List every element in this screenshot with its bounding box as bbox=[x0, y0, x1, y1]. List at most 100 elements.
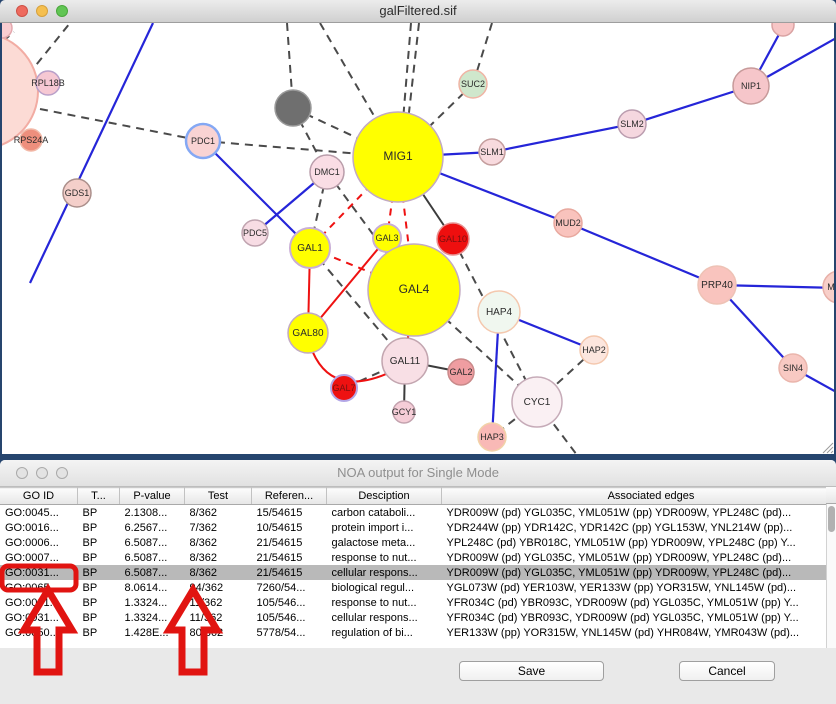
node-SLM1[interactable]: SLM1 bbox=[478, 138, 506, 166]
graph-window-titlebar[interactable]: galFiltered.sif bbox=[0, 0, 836, 23]
node-SLM2[interactable]: SLM2 bbox=[617, 109, 647, 139]
cell-go_id[interactable]: GO:0031... bbox=[0, 565, 78, 580]
column-header-description[interactable]: Desciption bbox=[326, 487, 442, 505]
table-vertical-scrollbar[interactable] bbox=[826, 504, 836, 648]
table-row[interactable]: GO:0006... BP 6.5087... 8/362 21/54615 galact… bbox=[0, 535, 836, 550]
node-RPS24A[interactable]: RPS24A bbox=[14, 128, 49, 152]
table-row[interactable]: GO:0031... BP 1.3324... 11/362 105/546... res… bbox=[0, 595, 836, 610]
cell-go_id[interactable]: GO:0045... bbox=[5, 506, 59, 519]
zoom-button[interactable] bbox=[56, 5, 68, 17]
network-canvas[interactable]: RPL18B RPS24A GDS1 PDC1 MIG1 SUC2 SLM1 SLM2 NIP1… bbox=[2, 23, 834, 454]
column-header-go_id[interactable]: GO ID bbox=[0, 487, 78, 505]
cell-reference[interactable]: 21/54615 bbox=[256, 551, 303, 564]
cell-associated_edges[interactable]: YDR244W (pp) YDR142C, YDR142C (pp) YGL15… bbox=[446, 521, 793, 534]
cell-reference[interactable]: 105/546... bbox=[256, 596, 306, 609]
network-canvas-area[interactable]: RPL18B RPS24A GDS1 PDC1 MIG1 SUC2 SLM1 SLM2 NIP1… bbox=[2, 23, 834, 454]
cell-reference[interactable]: 10/54615 bbox=[256, 521, 303, 534]
close-button[interactable] bbox=[16, 5, 28, 17]
cell-reference[interactable]: 21/54615 bbox=[256, 536, 303, 549]
node-PRP40[interactable]: PRP40 bbox=[697, 265, 737, 305]
cell-type[interactable]: BP bbox=[82, 581, 98, 594]
node-HAP3[interactable]: HAP3 bbox=[477, 422, 507, 452]
node-GAL11[interactable]: GAL11 bbox=[381, 337, 429, 385]
node-CYC1[interactable]: CYC1 bbox=[511, 376, 563, 428]
cell-test[interactable]: 7/362 bbox=[189, 521, 218, 534]
node-MSL1[interactable]: MSL1 bbox=[822, 271, 834, 303]
cell-go_id[interactable]: GO:0007... bbox=[5, 551, 59, 564]
cell-reference[interactable]: 15/54615 bbox=[256, 506, 303, 519]
table-row[interactable]: GO:0007... BP 6.5087... 8/362 21/54615 respon… bbox=[0, 550, 836, 565]
cell-test[interactable]: 8/362 bbox=[184, 565, 252, 580]
node-PDC5[interactable]: PDC5 bbox=[241, 219, 269, 247]
node-GAL1[interactable]: GAL1 bbox=[289, 227, 331, 269]
node-SUC2[interactable]: SUC2 bbox=[458, 69, 488, 99]
scrollbar-thumb[interactable] bbox=[828, 506, 835, 532]
cell-description[interactable]: galactose meta... bbox=[331, 536, 416, 549]
cell-reference[interactable]: 105/546... bbox=[256, 611, 306, 624]
cell-type[interactable]: BP bbox=[82, 551, 98, 564]
node-GDS1[interactable]: GDS1 bbox=[62, 178, 92, 208]
cell-go_id[interactable]: GO:0065... bbox=[5, 581, 59, 594]
table-row[interactable]: GO:0031... BP 1.3324... 11/362 105/546... cel… bbox=[0, 610, 836, 625]
cell-type[interactable]: BP bbox=[82, 536, 98, 549]
cell-test[interactable]: 94/362 bbox=[189, 581, 224, 594]
node-RPL18B[interactable]: RPL18B bbox=[31, 70, 65, 96]
cell-p_value[interactable]: 2.1308... bbox=[124, 506, 168, 519]
cell-go_id[interactable]: GO:0031... bbox=[5, 611, 59, 624]
cell-associated_edges[interactable]: YFR034C (pd) YBR093C, YDR009W (pd) YGL03… bbox=[446, 596, 799, 609]
table-row[interactable]: GO:0065... BP 8.0614... 94/362 7260/54... bio… bbox=[0, 580, 836, 595]
cell-type[interactable]: BP bbox=[82, 611, 98, 624]
cell-go_id[interactable]: GO:0050... bbox=[5, 626, 59, 639]
cell-reference[interactable]: 7260/54... bbox=[256, 581, 306, 594]
node-corner-tl[interactable] bbox=[2, 23, 13, 39]
zoom-button[interactable] bbox=[56, 467, 68, 479]
cell-p_value[interactable]: 6.5087... bbox=[119, 565, 185, 580]
minimize-button[interactable] bbox=[36, 5, 48, 17]
cell-test[interactable]: 11/362 bbox=[189, 596, 223, 609]
node-GAL2[interactable]: GAL2 bbox=[447, 358, 475, 386]
cell-associated_edges[interactable]: YDR009W (pd) YGL035C, YML051W (pp) YDR00… bbox=[441, 565, 836, 580]
cell-test[interactable]: 11/362 bbox=[189, 611, 223, 624]
cell-associated_edges[interactable]: YDR009W (pd) YGL035C, YML051W (pp) YDR00… bbox=[446, 506, 792, 519]
table-row[interactable]: GO:0016... BP 6.2567... 7/362 10/54615 protei… bbox=[0, 520, 836, 535]
column-header-associated_edges[interactable]: Associated edges bbox=[441, 487, 836, 505]
node-PDC1[interactable]: PDC1 bbox=[184, 122, 222, 160]
node-GAL80[interactable]: GAL80 bbox=[287, 312, 329, 354]
cell-associated_edges[interactable]: YER133W (pp) YOR315W, YNL145W (pd) YHR08… bbox=[446, 626, 800, 639]
cell-test[interactable]: 80/362 bbox=[189, 626, 224, 639]
node-GAL4[interactable]: GAL4 bbox=[367, 243, 461, 337]
cell-p_value[interactable]: 1.3324... bbox=[124, 596, 168, 609]
node-dark-node[interactable] bbox=[274, 89, 312, 127]
cell-type[interactable]: BP bbox=[82, 521, 98, 534]
node-HAP4[interactable]: HAP4 bbox=[477, 290, 521, 334]
cell-associated_edges[interactable]: YDR009W (pd) YGL035C, YML051W (pp) YDR00… bbox=[446, 551, 792, 564]
close-button[interactable] bbox=[16, 467, 28, 479]
node-MUD2[interactable]: MUD2 bbox=[553, 208, 583, 238]
cell-type[interactable]: BP bbox=[82, 626, 98, 639]
node-DMC1[interactable]: DMC1 bbox=[309, 154, 345, 190]
node-NIP1[interactable]: NIP1 bbox=[732, 67, 770, 105]
column-header-type[interactable]: T... bbox=[77, 487, 120, 505]
cell-description[interactable]: response to nut... bbox=[331, 596, 417, 609]
column-header-test[interactable]: Test bbox=[184, 487, 252, 505]
node-GCY1[interactable]: GCY1 bbox=[392, 400, 417, 424]
resize-grip-icon[interactable] bbox=[820, 440, 834, 454]
cell-description[interactable]: response to nut... bbox=[331, 551, 417, 564]
cell-p_value[interactable]: 1.428E... bbox=[124, 626, 169, 639]
cell-p_value[interactable]: 6.2567... bbox=[124, 521, 168, 534]
cell-description[interactable]: cellular respons... bbox=[326, 565, 442, 580]
column-header-p_value[interactable]: P-value bbox=[119, 487, 185, 505]
cell-test[interactable]: 8/362 bbox=[189, 506, 218, 519]
cell-go_id[interactable]: GO:0016... bbox=[5, 521, 59, 534]
minimize-button[interactable] bbox=[36, 467, 48, 479]
column-header-reference[interactable]: Referen... bbox=[251, 487, 327, 505]
save-button[interactable]: Save bbox=[459, 661, 604, 681]
cell-description[interactable]: biological regul... bbox=[331, 581, 415, 594]
table-row[interactable]: GO:0031... BP 6.5087... 8/362 21/54615 cellul… bbox=[0, 565, 836, 580]
cell-associated_edges[interactable]: YPL248C (pd) YBR018C, YML051W (pp) YDR00… bbox=[446, 536, 796, 549]
cell-description[interactable]: regulation of bi... bbox=[331, 626, 413, 639]
node-GAL10[interactable]: GAL10 bbox=[436, 222, 470, 256]
table-row[interactable]: GO:0045... BP 2.1308... 8/362 15/54615 carbon… bbox=[0, 505, 836, 521]
cell-associated_edges[interactable]: YGL073W (pd) YER103W, YER133W (pp) YOR31… bbox=[446, 581, 797, 594]
node-SIN4[interactable]: SIN4 bbox=[778, 353, 808, 383]
